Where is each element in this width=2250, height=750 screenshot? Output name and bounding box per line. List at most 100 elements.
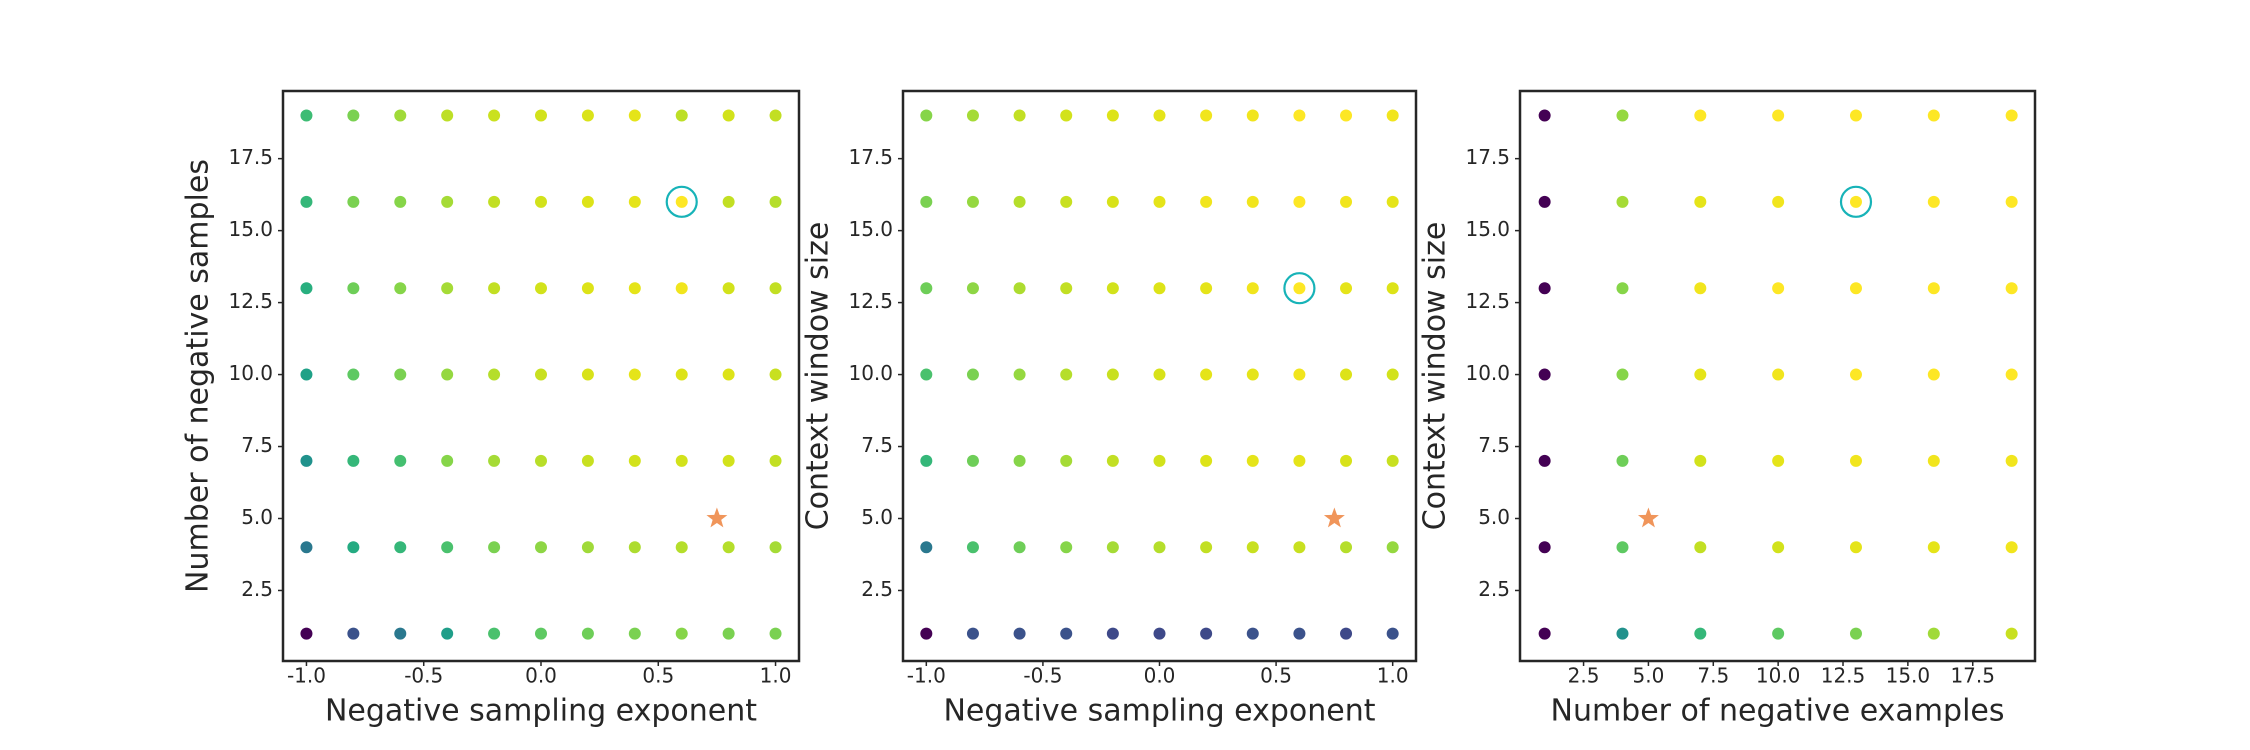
point [769,541,782,554]
point [1386,282,1399,295]
point [966,454,979,467]
point [488,454,501,467]
point [1013,368,1026,381]
point [441,368,454,381]
point [1849,368,1862,381]
subplot: -1.0 -0.5 0.0 0.5 1.0 2.5 5.0 7.5 10.0 12.5 15.0 17… [181,89,801,729]
y-tick-label: 10.0 [228,361,273,385]
point [1694,282,1707,295]
point [722,109,735,122]
point [1340,541,1353,554]
point [2005,109,2018,122]
x-tick-label: -0.5 [1023,664,1062,688]
y-tick-label: 12.5 [228,289,273,313]
point [441,282,454,295]
point [2005,195,2018,208]
point [628,195,641,208]
point [628,541,641,554]
point [1849,541,1862,554]
point [722,454,735,467]
point [920,368,933,381]
y-tick-label: 15.0 [228,217,273,241]
default-star [706,507,728,528]
y-tick-label: 10.0 [1465,361,1510,385]
point [769,368,782,381]
point [1538,109,1551,122]
point [1340,454,1353,467]
point [1293,627,1306,640]
point [347,282,360,295]
y-tick-label: 10.0 [848,361,893,385]
x-tick-label: 0.0 [1144,664,1176,688]
point [581,627,594,640]
point [1293,109,1306,122]
point [1386,454,1399,467]
point [1106,627,1119,640]
point [347,627,360,640]
point [1538,541,1551,554]
point [675,109,688,122]
point [1293,368,1306,381]
x-tick-label: -1.0 [287,664,326,688]
point [2005,282,2018,295]
x-tick-label: 10.0 [1756,664,1801,688]
point [628,627,641,640]
point [300,195,313,208]
point [1013,195,1026,208]
y-tick-label: 5.0 [861,505,893,529]
point [722,541,735,554]
point [920,454,933,467]
point [347,454,360,467]
point [394,541,407,554]
point [1538,282,1551,295]
point [488,541,501,554]
point [1772,541,1785,554]
point [1340,627,1353,640]
point [675,368,688,381]
point [1927,368,1940,381]
point [394,627,407,640]
point [1616,195,1629,208]
point [581,195,594,208]
x-tick-label: 1.0 [1377,664,1409,688]
point [1153,368,1166,381]
x-tick-label: 0.5 [1260,664,1292,688]
point [1246,368,1259,381]
point [920,282,933,295]
point [394,109,407,122]
point [441,541,454,554]
point [581,454,594,467]
point [1694,627,1707,640]
best-highlight [665,185,698,218]
point [769,109,782,122]
point [675,282,688,295]
subplot: -1.0 -0.5 0.0 0.5 1.0 2.5 5.0 7.5 10.0 12.5 15.0 17… [801,89,1418,729]
y-tick-label: 12.5 [1465,289,1510,313]
point [1200,454,1213,467]
default-star [1323,507,1345,528]
point [628,368,641,381]
point [441,195,454,208]
point [628,109,641,122]
x-tick-label: -1.0 [907,664,946,688]
point [2005,541,2018,554]
point [1694,541,1707,554]
point [1386,195,1399,208]
point [441,454,454,467]
point [441,109,454,122]
point [2005,368,2018,381]
point [441,627,454,640]
point [1246,541,1259,554]
point [1694,109,1707,122]
x-tick-label: 12.5 [1821,664,1866,688]
point [1927,282,1940,295]
point [1013,627,1026,640]
x-tick-label: -0.5 [404,664,443,688]
point [394,282,407,295]
x-tick-label: 7.5 [1697,664,1729,688]
point [769,627,782,640]
point [920,195,933,208]
y-tick-label: 7.5 [861,433,893,457]
y-tick-label: 5.0 [241,505,273,529]
point [488,109,501,122]
